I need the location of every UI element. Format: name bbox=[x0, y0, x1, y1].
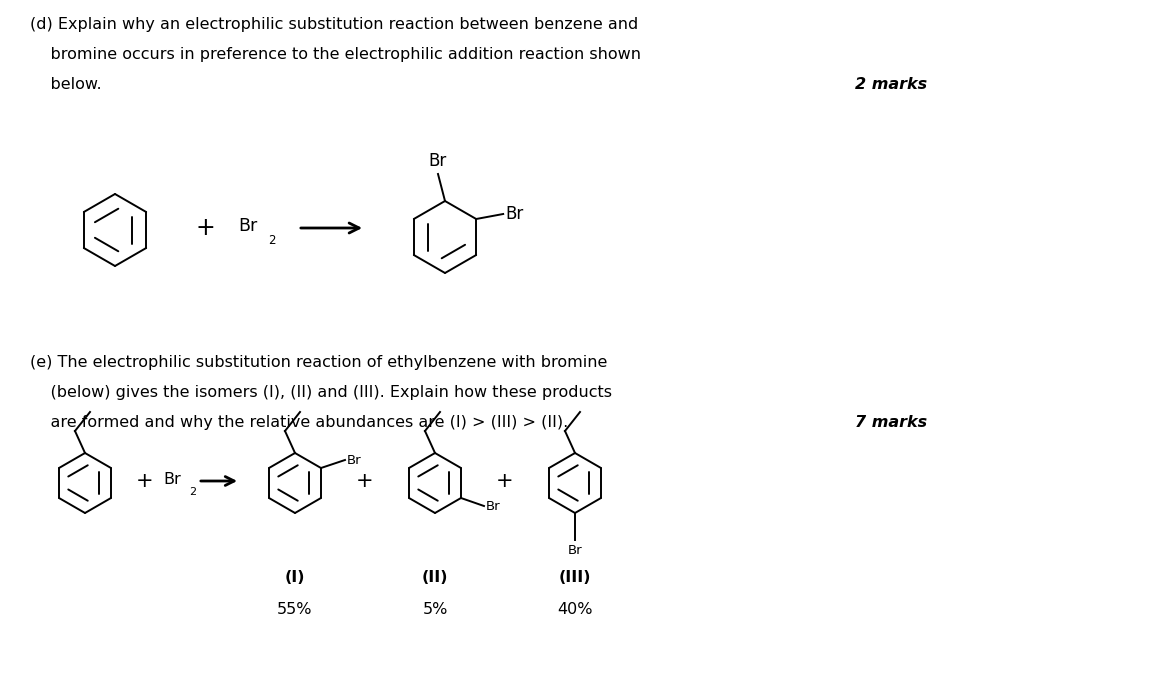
Text: below.: below. bbox=[30, 77, 101, 92]
Text: +: + bbox=[195, 216, 215, 240]
Text: (below) gives the isomers (I), (II) and (III). Explain how these products: (below) gives the isomers (I), (II) and … bbox=[30, 385, 612, 400]
Text: Br: Br bbox=[429, 152, 447, 170]
Text: 55%: 55% bbox=[278, 603, 312, 618]
Text: Br: Br bbox=[347, 454, 362, 466]
Text: are formed and why the relative abundances are (I) > (III) > (II).: are formed and why the relative abundanc… bbox=[30, 415, 568, 430]
Text: Br: Br bbox=[238, 217, 257, 235]
Text: 5%: 5% bbox=[423, 603, 448, 618]
Text: (e) The electrophilic substitution reaction of ethylbenzene with bromine: (e) The electrophilic substitution react… bbox=[30, 355, 607, 370]
Text: (II): (II) bbox=[422, 570, 448, 585]
Text: +: + bbox=[356, 471, 373, 491]
Text: bromine occurs in preference to the electrophilic addition reaction shown: bromine occurs in preference to the elec… bbox=[30, 47, 641, 62]
Text: Br: Br bbox=[162, 472, 181, 487]
Text: Br: Br bbox=[486, 500, 501, 514]
Text: Br: Br bbox=[506, 205, 523, 223]
Text: +: + bbox=[497, 471, 514, 491]
Text: (I): (I) bbox=[285, 570, 305, 585]
Text: +: + bbox=[136, 471, 154, 491]
Text: 2 marks: 2 marks bbox=[855, 77, 927, 92]
Text: (III): (III) bbox=[559, 570, 591, 585]
Text: Br: Br bbox=[568, 544, 582, 557]
Text: 2: 2 bbox=[189, 487, 196, 497]
Text: (d) Explain why an electrophilic substitution reaction between benzene and: (d) Explain why an electrophilic substit… bbox=[30, 17, 638, 32]
Text: 7 marks: 7 marks bbox=[855, 415, 927, 430]
Text: 40%: 40% bbox=[558, 603, 593, 618]
Text: 2: 2 bbox=[268, 234, 275, 246]
